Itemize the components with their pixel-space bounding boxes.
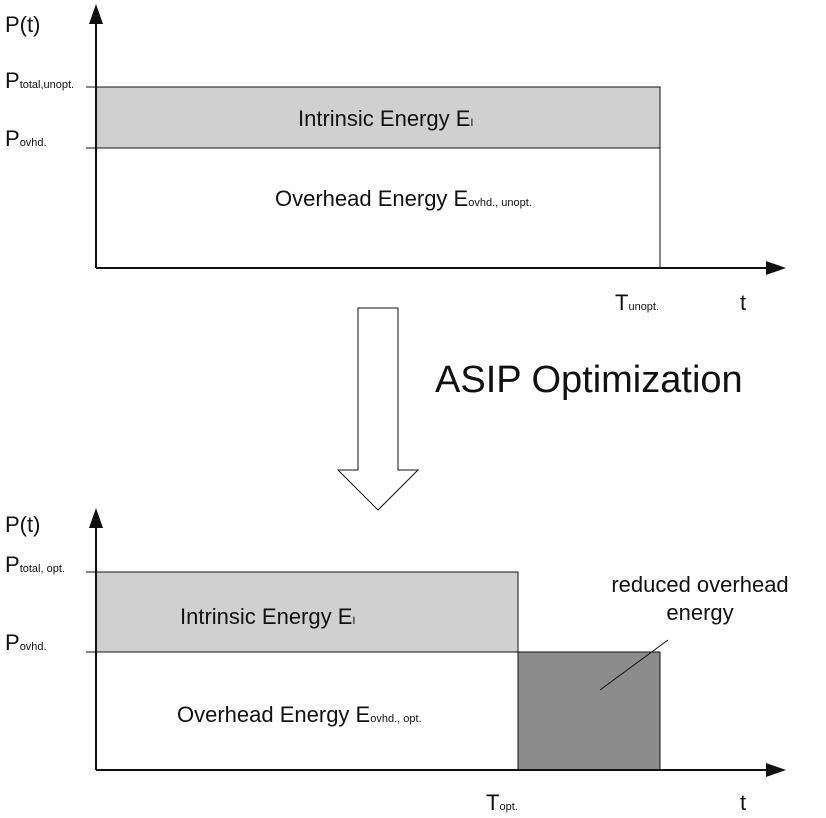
time-label: Topt. — [486, 790, 518, 815]
intrinsic-label: Intrinsic Energy EI — [180, 604, 355, 629]
overhead-outline — [96, 147, 661, 268]
intrinsic-label: Intrinsic Energy EI — [298, 106, 473, 131]
annotation: energy — [666, 600, 733, 625]
label-main: Intrinsic Energy E — [298, 106, 470, 131]
bottom-chart: P(t) Ptotal, opt. Povhd. Intrinsic Energ… — [5, 508, 789, 815]
label-main: T — [486, 790, 499, 815]
x-axis-label: t — [740, 290, 746, 315]
transition-label: ASIP Optimization — [435, 359, 743, 401]
label-main: P — [5, 126, 20, 151]
arrow-head — [766, 261, 786, 275]
label-main: Overhead Energy E — [275, 186, 468, 211]
label-sub: ovhd. — [20, 137, 47, 149]
y-axis-label: P(t) — [5, 12, 40, 37]
top-chart: P(t) Ptotal,unopt. Povhd. Intrinsic Ener… — [5, 4, 786, 315]
arrow-head — [89, 508, 103, 528]
arrow-head — [766, 763, 786, 777]
label-main: P — [5, 552, 20, 577]
label-main: P — [5, 68, 20, 93]
label-main: P — [5, 630, 20, 655]
label-sub: total,unopt. — [20, 79, 74, 91]
transition-arrow — [336, 307, 420, 511]
reduced-overhead — [517, 651, 661, 771]
level-label: Povhd. — [5, 126, 47, 151]
x-axis-label: t — [740, 790, 746, 815]
label-sub: total, opt. — [20, 563, 65, 575]
label-main: T — [615, 290, 628, 315]
level-label: Ptotal, opt. — [5, 552, 65, 577]
label-sub: ovhd., opt. — [370, 713, 421, 725]
label-sub: I — [470, 117, 473, 129]
overhead-label: Overhead Energy Eovhd., opt. — [177, 702, 422, 727]
label-main: Intrinsic Energy E — [180, 604, 352, 629]
label-sub: opt. — [499, 801, 517, 813]
annotation: reduced overhead — [611, 572, 788, 597]
label-sub: ovhd. — [20, 641, 47, 653]
y-axis-label: P(t) — [5, 512, 40, 537]
intrinsic-band — [95, 86, 661, 149]
leader-line — [599, 639, 669, 691]
label-main: Overhead Energy E — [177, 702, 370, 727]
arrow-head — [89, 4, 103, 24]
time-label: Tunopt. — [615, 290, 659, 315]
level-label: Ptotal,unopt. — [5, 68, 74, 93]
label-sub: I — [352, 615, 355, 627]
label-sub: unopt. — [628, 301, 659, 313]
overhead-label: Overhead Energy Eovhd., unopt. — [275, 186, 532, 211]
label-sub: ovhd., unopt. — [468, 197, 532, 209]
level-label: Povhd. — [5, 630, 47, 655]
